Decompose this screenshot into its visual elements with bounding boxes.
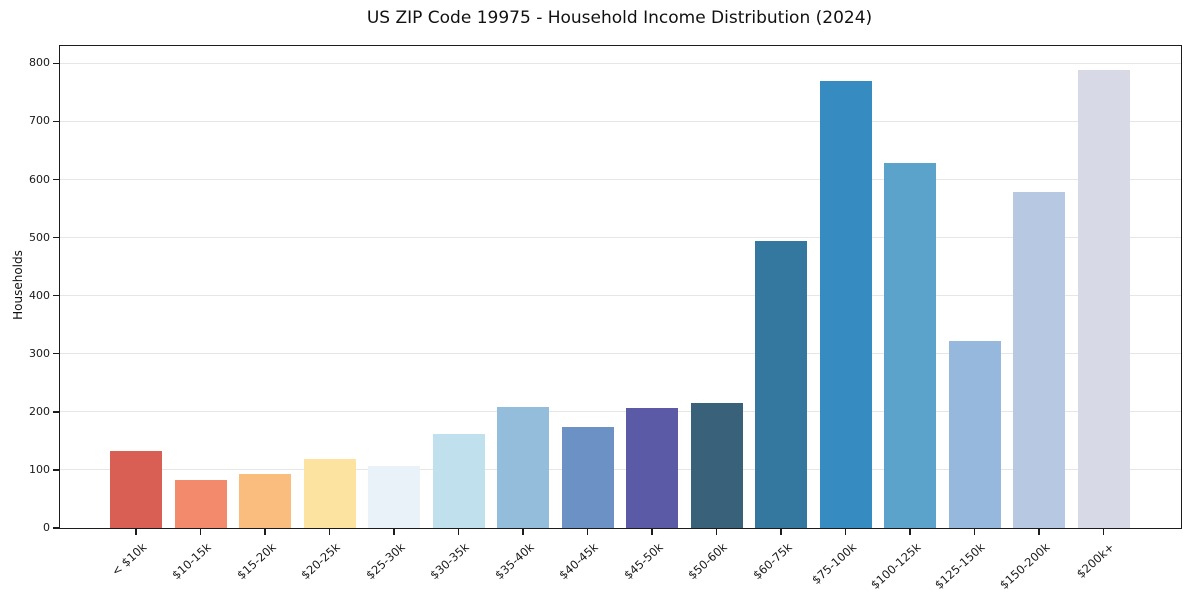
bar-45-50k	[626, 408, 678, 528]
y-tick-mark	[53, 411, 60, 413]
x-tick-mark	[135, 528, 137, 535]
x-tick-label: $150-200k	[996, 540, 1053, 592]
x-tick-mark	[651, 528, 653, 535]
x-tick-mark	[715, 528, 718, 535]
bar-10k	[110, 450, 162, 528]
x-tick-mark	[780, 528, 782, 535]
gridline	[60, 411, 1181, 413]
x-tick-mark	[264, 528, 266, 535]
gridline	[60, 295, 1181, 297]
bar-10-15k	[174, 480, 227, 528]
y-tick-mark	[53, 236, 60, 239]
y-tick-mark	[53, 527, 60, 529]
y-tick-mark	[53, 295, 60, 297]
x-tick-mark	[457, 528, 460, 535]
x-tick-mark	[199, 528, 202, 535]
y-tick-label: 700	[29, 114, 50, 128]
gridline	[60, 120, 1181, 122]
bar-150-200k	[1013, 192, 1065, 528]
x-tick-label: $15-20k	[233, 540, 279, 583]
x-tick-mark	[1038, 528, 1040, 535]
gridline	[60, 62, 1181, 64]
x-tick-mark	[844, 528, 847, 535]
x-tick-mark	[909, 528, 911, 535]
y-tick-label: 800	[29, 56, 50, 70]
y-tick-label: 300	[29, 346, 50, 360]
bar-35-40k	[497, 407, 549, 528]
bar-15-20k	[239, 473, 291, 528]
bar-60-75k	[755, 240, 807, 528]
x-tick-mark	[1102, 528, 1105, 535]
y-tick-label: 200	[29, 404, 50, 418]
x-tick-label: $125-150k	[932, 540, 988, 592]
plot-area: 0 100 200 300 400 500 600 700 800 < $10k $10-15k $1…	[29, 45, 1182, 592]
gridline	[60, 353, 1181, 355]
chart-title: US ZIP Code 19975 - Household Income Dis…	[366, 8, 873, 28]
x-tick-label: $20-25k	[298, 540, 343, 583]
x-tick-label: $75-100k	[808, 540, 859, 588]
gridline	[60, 237, 1181, 239]
x-tick-mark	[586, 528, 589, 535]
y-tick-mark	[53, 178, 60, 181]
x-tick-label: $50-60k	[685, 540, 730, 583]
x-tick-label: $200k+	[1073, 540, 1117, 581]
bar-20-25k	[303, 459, 356, 528]
y-tick-mark	[53, 62, 60, 65]
x-tick-mark	[522, 528, 524, 535]
bar-40-45k	[561, 426, 614, 528]
x-tick-label: $60-75k	[749, 540, 795, 583]
x-tick-label: $35-40k	[491, 540, 537, 583]
y-tick-label: 100	[29, 462, 50, 476]
gridline	[60, 469, 1181, 471]
y-tick-label: 600	[29, 172, 50, 186]
x-tick-mark	[973, 528, 976, 535]
x-tick-label: $10-15k	[169, 540, 214, 583]
y-tick-label: 0	[43, 521, 50, 534]
x-tick-mark	[328, 528, 331, 535]
bar-125-150k	[948, 341, 1001, 528]
x-tick-mark	[393, 528, 395, 535]
bar-25-30k	[368, 466, 420, 528]
bar-200k	[1077, 70, 1130, 528]
x-tick-label: $30-35k	[427, 540, 472, 583]
bar-100-125k	[884, 163, 936, 528]
bar-50-60k	[690, 403, 743, 528]
y-tick-mark	[53, 120, 60, 123]
y-tick-mark	[53, 469, 60, 471]
y-axis-label: Households	[11, 250, 25, 320]
y-tick-label: 400	[29, 288, 50, 302]
x-tick-label: $40-45k	[556, 540, 601, 583]
y-tick-mark	[53, 353, 60, 355]
bar-30-35k	[432, 433, 485, 528]
gridline	[60, 179, 1181, 181]
x-tick-label: < $10k	[108, 540, 150, 579]
x-tick-label: $25-30k	[362, 540, 408, 583]
y-tick-label: 500	[29, 230, 50, 244]
bar-75-100k	[819, 80, 872, 528]
x-tick-label: $100-125k	[867, 540, 924, 592]
x-tick-label: $45-50k	[620, 540, 666, 583]
